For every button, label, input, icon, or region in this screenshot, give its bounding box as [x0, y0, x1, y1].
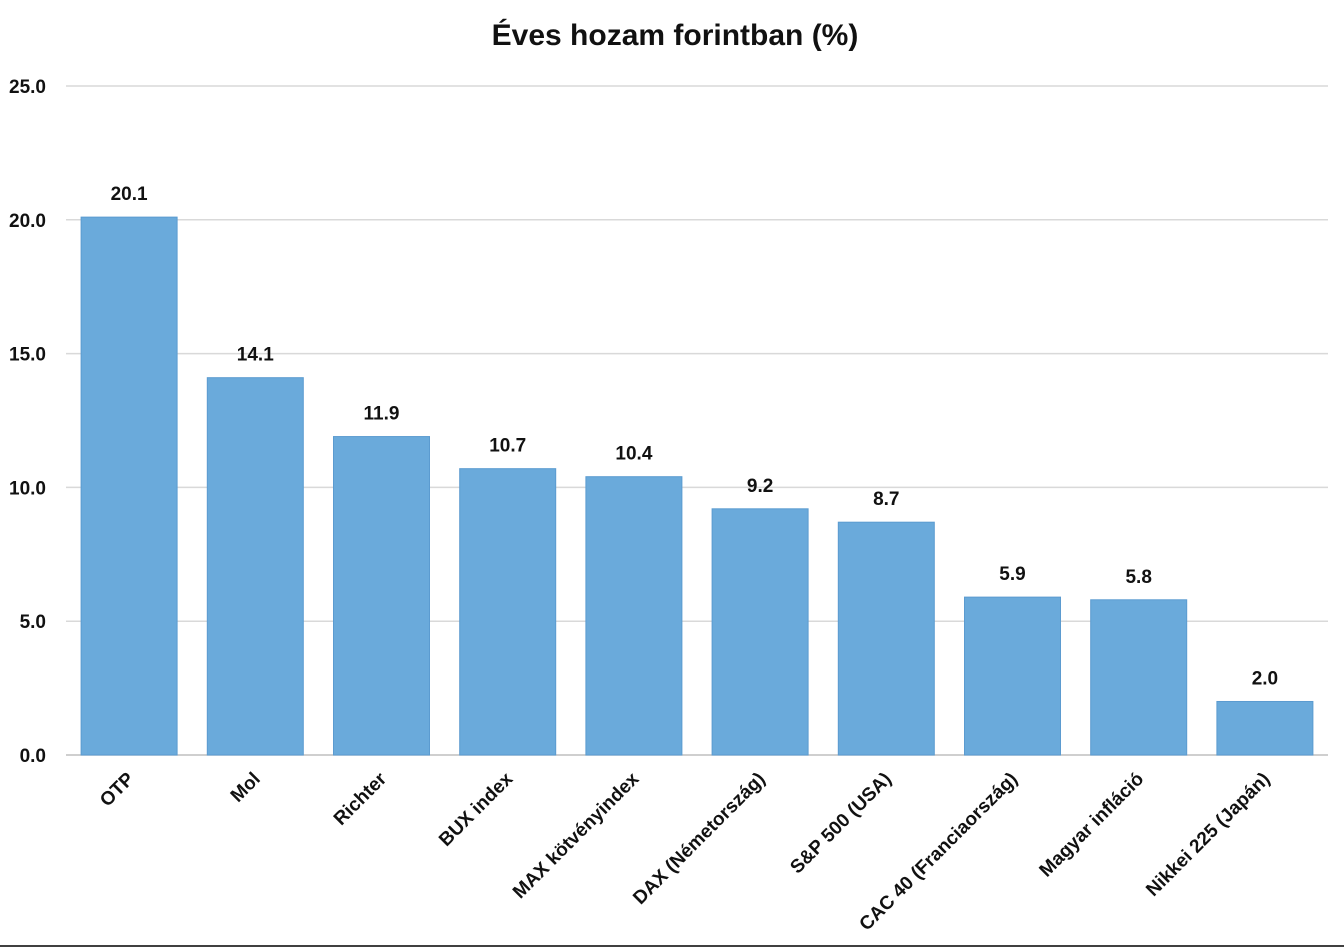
chart-title: Éves hozam forintban (%)	[492, 18, 859, 52]
data-label: 2.0	[1252, 668, 1278, 689]
bar	[1216, 700, 1314, 756]
bars	[80, 216, 1314, 756]
x-tick-label: MAX kötvényindex	[509, 768, 644, 903]
data-label: 20.1	[111, 184, 148, 205]
bar	[333, 436, 430, 756]
y-tick-label: 20.0	[9, 211, 46, 232]
data-label: 10.7	[489, 436, 526, 457]
x-tick-label: OTP	[96, 768, 139, 811]
bar	[459, 468, 557, 756]
bar	[837, 521, 935, 756]
y-tick-label: 0.0	[20, 746, 46, 767]
data-label: 9.2	[747, 476, 773, 497]
x-tick-label: DAX (Németország)	[629, 769, 769, 909]
y-axis-ticks: 0.0 5.0 10.0 15.0 20.0 25.0	[9, 77, 46, 767]
bar	[711, 508, 809, 756]
x-tick-label: S&P 500 (USA)	[786, 769, 895, 878]
y-tick-label: 10.0	[9, 478, 46, 499]
x-tick-label: Nikkei 225 (Japán)	[1142, 769, 1274, 901]
data-label: 5.8	[1125, 567, 1151, 588]
data-label: 10.4	[615, 444, 652, 465]
x-tick-label: Magyar infláció	[1036, 769, 1149, 882]
bar	[206, 377, 304, 756]
x-tick-label: BUX index	[435, 768, 517, 850]
data-label: 5.9	[999, 564, 1025, 585]
x-tick-label: Mol	[227, 769, 265, 807]
y-tick-label: 25.0	[9, 77, 46, 98]
bar	[964, 596, 1061, 756]
y-tick-label: 15.0	[9, 345, 46, 366]
bar	[80, 216, 178, 756]
data-label: 11.9	[364, 404, 400, 425]
bar	[585, 476, 683, 756]
x-tick-label: Richter	[330, 768, 392, 830]
y-tick-label: 5.0	[20, 612, 46, 633]
data-label: 8.7	[873, 489, 899, 510]
bar	[1090, 599, 1188, 756]
data-labels: 20.1 14.1 11.9 10.7 10.4 9.2 8.7 5.9 5.8 2.0	[111, 184, 1279, 689]
data-label: 14.1	[237, 345, 274, 366]
